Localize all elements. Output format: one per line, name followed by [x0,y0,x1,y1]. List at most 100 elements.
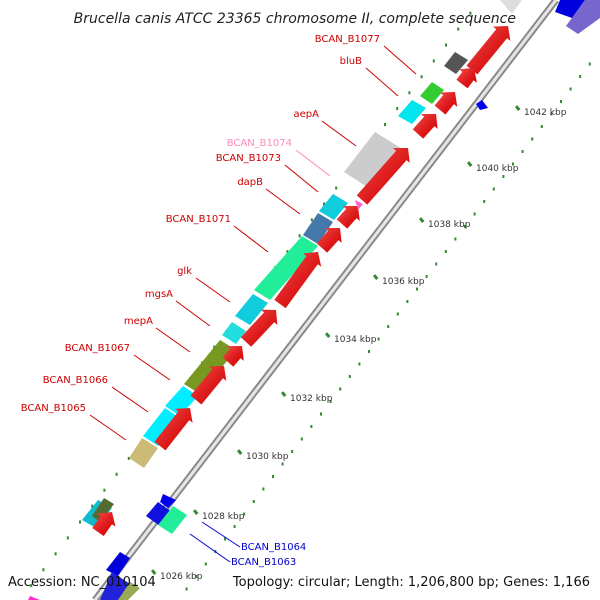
gene-block [118,582,140,600]
track-dot [262,487,265,491]
gene-block [129,438,158,468]
gene-block [92,498,114,522]
label-leader-line [365,67,399,97]
gene-arrow-shade [412,113,438,139]
gene-label: BCAN_B1066 [43,375,108,386]
gene-block [235,294,268,325]
scale-tick-label: 1040 kbp [476,164,519,174]
track-dot [457,27,460,31]
track-dot [387,325,390,328]
red-gene-arrows [92,26,511,537]
track-dot [30,584,33,588]
gene-block [344,132,404,190]
scale-tick [280,391,287,397]
track-dot [185,587,188,591]
track-dot [224,537,226,541]
track-dot [588,62,591,66]
gene-block [100,572,130,600]
gene-labels: BCAN_B1077 bluB aepA BCAN_B1074 BCAN_B1073da… [21,34,417,568]
track-dot [329,400,332,403]
gene-arrow-shade [222,346,244,367]
gene-label: mgsA [145,289,173,300]
track-dot [291,450,294,453]
gene-arrow-shade [434,92,458,115]
gene-block [222,322,246,344]
track-dot [358,362,361,366]
accession-text: Accession: NC_010104 [8,575,156,590]
track-dot [406,300,409,303]
scale-track [185,62,591,591]
track-dot [310,425,313,428]
track-dot [416,287,418,291]
track-dot [348,375,351,378]
track-dot [550,112,553,116]
gene-block [146,502,172,526]
gene-arrow-shade [456,68,477,89]
forward-strand-genes [28,52,468,600]
label-leader-line [265,188,301,215]
track-dot [469,11,472,15]
track-dot [272,475,274,478]
gene-block [319,194,348,220]
label-leader-line [295,149,331,177]
track-dot [408,91,411,95]
gene-block [254,236,318,300]
track-dot [300,437,303,441]
track-dot [103,488,106,492]
track-dot [42,568,45,572]
gene-arrow-shade [240,309,278,347]
label-leader-line [284,164,319,193]
gene-block [106,552,130,576]
scale-tick [192,509,199,515]
gene-arrow-shade [154,408,193,451]
gene-label: mepA [124,316,153,327]
scale-tick [236,449,243,455]
track-dot [204,562,207,566]
track-dot [377,337,380,341]
track-dot [127,456,130,460]
track-dot [579,75,582,78]
scale-tick-label: 1042 kbp [524,108,567,118]
track-dot [569,87,572,91]
reverse-strand-genes [146,100,488,534]
track-dot [384,123,386,126]
gene-label: BCAN_B1073 [216,153,281,164]
track-dot [66,536,69,540]
scale-tick [372,274,379,280]
scale-tick-label: 1026 kbp [160,572,203,582]
gene-block [303,213,333,244]
scale-tick [418,217,425,223]
gene-block [355,200,363,210]
gene-block [420,82,444,104]
track-dot [298,234,301,238]
track-dot [502,175,505,178]
gene-block [160,494,176,508]
track-dot [339,387,342,391]
gene-label: BCAN_B1074 [227,138,292,149]
scale-tick-label: 1038 kbp [428,220,471,230]
label-leader-line [201,521,241,548]
gene-label: BCAN_B1064 [241,542,306,553]
gene-arrow-shade [316,227,342,253]
track-dot [425,275,428,278]
track-dot [281,462,284,466]
topology-text: Topology: circular; Length: 1,206,800 bp… [232,575,590,590]
track-dot [91,504,94,508]
gene-block [444,52,468,74]
gene-block [143,408,180,446]
track-dot [396,312,399,316]
gene-label: aepA [294,109,320,120]
track-dot [540,125,543,128]
scale-ticks: 1026 kbp 1028 kbp 1030 kbp 1032 kbp 1034 kbp… [150,105,567,582]
scale-tick [324,332,331,338]
track-dot [233,525,236,528]
gene-arrow-shade [92,512,116,537]
label-leader-line [195,277,231,303]
track-dot [286,250,289,254]
gene-label: BCAN_B1077 [315,34,380,45]
track-dot [560,100,562,103]
label-leader-line [133,354,171,381]
track-dot [79,520,81,524]
track-dot [444,250,447,253]
